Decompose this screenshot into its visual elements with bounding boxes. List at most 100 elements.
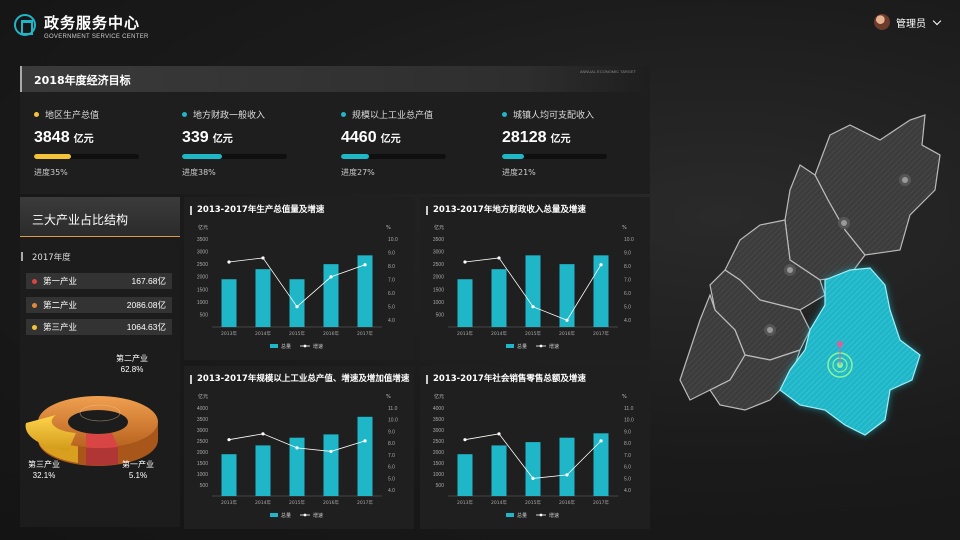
user-menu[interactable]: 管理员 <box>874 14 942 30</box>
line-point <box>565 318 569 322</box>
y2-tick-label: 7.0 <box>388 278 395 284</box>
line-point <box>497 256 501 260</box>
y-tick-label: 1000 <box>197 472 208 478</box>
bar <box>559 437 575 496</box>
kpi-income: 城镇人均可支配收入 28128 亿元 进度21% <box>502 108 642 178</box>
industry-row-primary[interactable]: 第一产业 167.68亿 <box>26 273 172 289</box>
y-tick-label: 3500 <box>433 237 444 243</box>
y2-axis-unit: % <box>622 225 627 231</box>
legend-swatch-bar <box>506 513 514 517</box>
y-tick-label: 4000 <box>433 406 444 412</box>
y-tick-label: 1500 <box>197 287 208 293</box>
kpi-label: 地方财政一般收入 <box>193 111 266 121</box>
y2-tick-label: 9.0 <box>624 251 631 257</box>
y2-tick-label: 5.0 <box>388 476 395 482</box>
industry-structure-panel: 三大产业占比结构 2017年度 第一产业 167.68亿 第二产业 2086.0… <box>20 197 180 527</box>
legend-label: 增速 <box>313 512 323 519</box>
kpi-value: 28128 <box>502 129 547 146</box>
line-point <box>329 275 333 279</box>
x-tick-label: 2017年 <box>593 330 609 337</box>
line-point <box>497 432 501 436</box>
map-target-marker[interactable] <box>827 341 853 378</box>
kpi-dot <box>502 112 507 117</box>
y2-tick-label: 6.0 <box>624 291 631 297</box>
legend-label: 增速 <box>549 343 559 350</box>
legend-label: 增速 <box>313 343 323 350</box>
y2-tick-label: 8.0 <box>624 264 631 270</box>
y-tick-label: 1500 <box>197 461 208 467</box>
industry-value: 2086.08亿 <box>126 300 166 310</box>
line-point <box>599 263 603 267</box>
kpi-progress-fill <box>182 154 222 159</box>
kpi-value: 3848 <box>34 129 70 146</box>
map-region-south[interactable] <box>709 349 801 411</box>
y2-tick-label: 11.0 <box>624 406 634 412</box>
y2-tick-label: 5.0 <box>624 476 631 482</box>
y-tick-label: 3500 <box>197 237 208 243</box>
legend-swatch-bar <box>270 513 278 517</box>
x-tick-label: 2015年 <box>289 330 305 337</box>
industry-row-secondary[interactable]: 第二产业 2086.08亿 <box>26 297 172 313</box>
kpi-dot <box>341 112 346 117</box>
kpi-progress-fill <box>34 154 71 159</box>
y-tick-label: 2500 <box>433 262 444 268</box>
y2-tick-label: 4.0 <box>624 488 631 494</box>
y2-axis-unit: % <box>622 394 627 400</box>
chart-svg: 亿元 % 500 1000 1500 2000 2500 3000 3500 4000 4.0 5.0… <box>433 393 634 519</box>
line-point <box>329 449 333 454</box>
chevron-down-icon[interactable] <box>932 16 942 25</box>
line-point <box>531 476 535 480</box>
y2-tick-label: 4.0 <box>388 488 395 494</box>
chart-svg: 亿元 % 500 1000 1500 2000 2500 3000 3500 4000 4.0 5.0… <box>197 393 398 519</box>
kpi-unit: 亿元 <box>73 134 94 145</box>
kpi-value: 339 <box>182 129 209 146</box>
map-region-selected[interactable] <box>779 267 921 436</box>
kpi-progress-bar <box>502 154 607 159</box>
bar <box>457 454 473 496</box>
x-tick-label: 2013年 <box>457 330 473 337</box>
x-tick-label: 2014年 <box>255 499 271 506</box>
kpi-progress-text: 进度35% <box>34 168 68 177</box>
y-tick-label: 3500 <box>197 417 208 423</box>
donut-label-pct: 62.8% <box>120 365 144 374</box>
industry-value: 1064.63亿 <box>126 322 166 332</box>
kpi-unit: 亿元 <box>380 134 401 145</box>
bar <box>491 445 507 496</box>
y-tick-label: 3000 <box>197 250 208 256</box>
donut-slice-primary[interactable] <box>86 433 118 448</box>
y2-tick-label: 6.0 <box>388 291 395 297</box>
line-point <box>463 260 467 264</box>
bar <box>357 416 373 496</box>
donut-label-name: 第二产业 <box>116 354 148 363</box>
donut-label-name: 第一产业 <box>122 460 154 469</box>
y-axis-unit: 亿元 <box>434 393 444 400</box>
line-point <box>363 263 367 267</box>
chart-gdp: 2013-2017年生产总值量及增速 亿元% 500 1000 1500 2000 250… <box>184 197 414 360</box>
kpi-progress-bar <box>341 154 446 159</box>
x-tick-label: 2015年 <box>289 499 305 506</box>
chart-title: 2013-2017年社会销售零售总额及增速 <box>426 375 586 384</box>
y2-tick-label: 9.0 <box>624 429 631 435</box>
x-tick-label: 2016年 <box>323 330 339 337</box>
bar <box>491 269 507 327</box>
y-tick-label: 2500 <box>197 439 208 445</box>
user-name[interactable]: 管理员 <box>896 18 926 30</box>
industry-value: 167.68亿 <box>131 276 167 286</box>
donut-slice-tertiary[interactable] <box>25 415 76 451</box>
line-point <box>227 260 231 264</box>
legend-label: 总量 <box>281 343 291 350</box>
y2-tick-label: 4.0 <box>388 318 395 324</box>
y2-tick-label: 11.0 <box>388 406 398 412</box>
x-tick-label: 2015年 <box>525 330 541 337</box>
targets-title: 2018年度经济目标 <box>34 74 131 87</box>
industry-row-tertiary[interactable]: 第三产业 1064.63亿 <box>26 319 172 335</box>
industry-name: 第二产业 <box>43 301 78 311</box>
x-tick-label: 2017年 <box>357 330 373 337</box>
kpi-label: 规模以上工业总产值 <box>352 111 434 121</box>
line-point <box>463 438 467 442</box>
legend-label: 总量 <box>517 343 527 350</box>
avatar[interactable] <box>874 14 890 30</box>
line-point <box>227 438 231 442</box>
industry-donut-chart <box>25 396 158 466</box>
kpi-progress-fill <box>502 154 525 159</box>
